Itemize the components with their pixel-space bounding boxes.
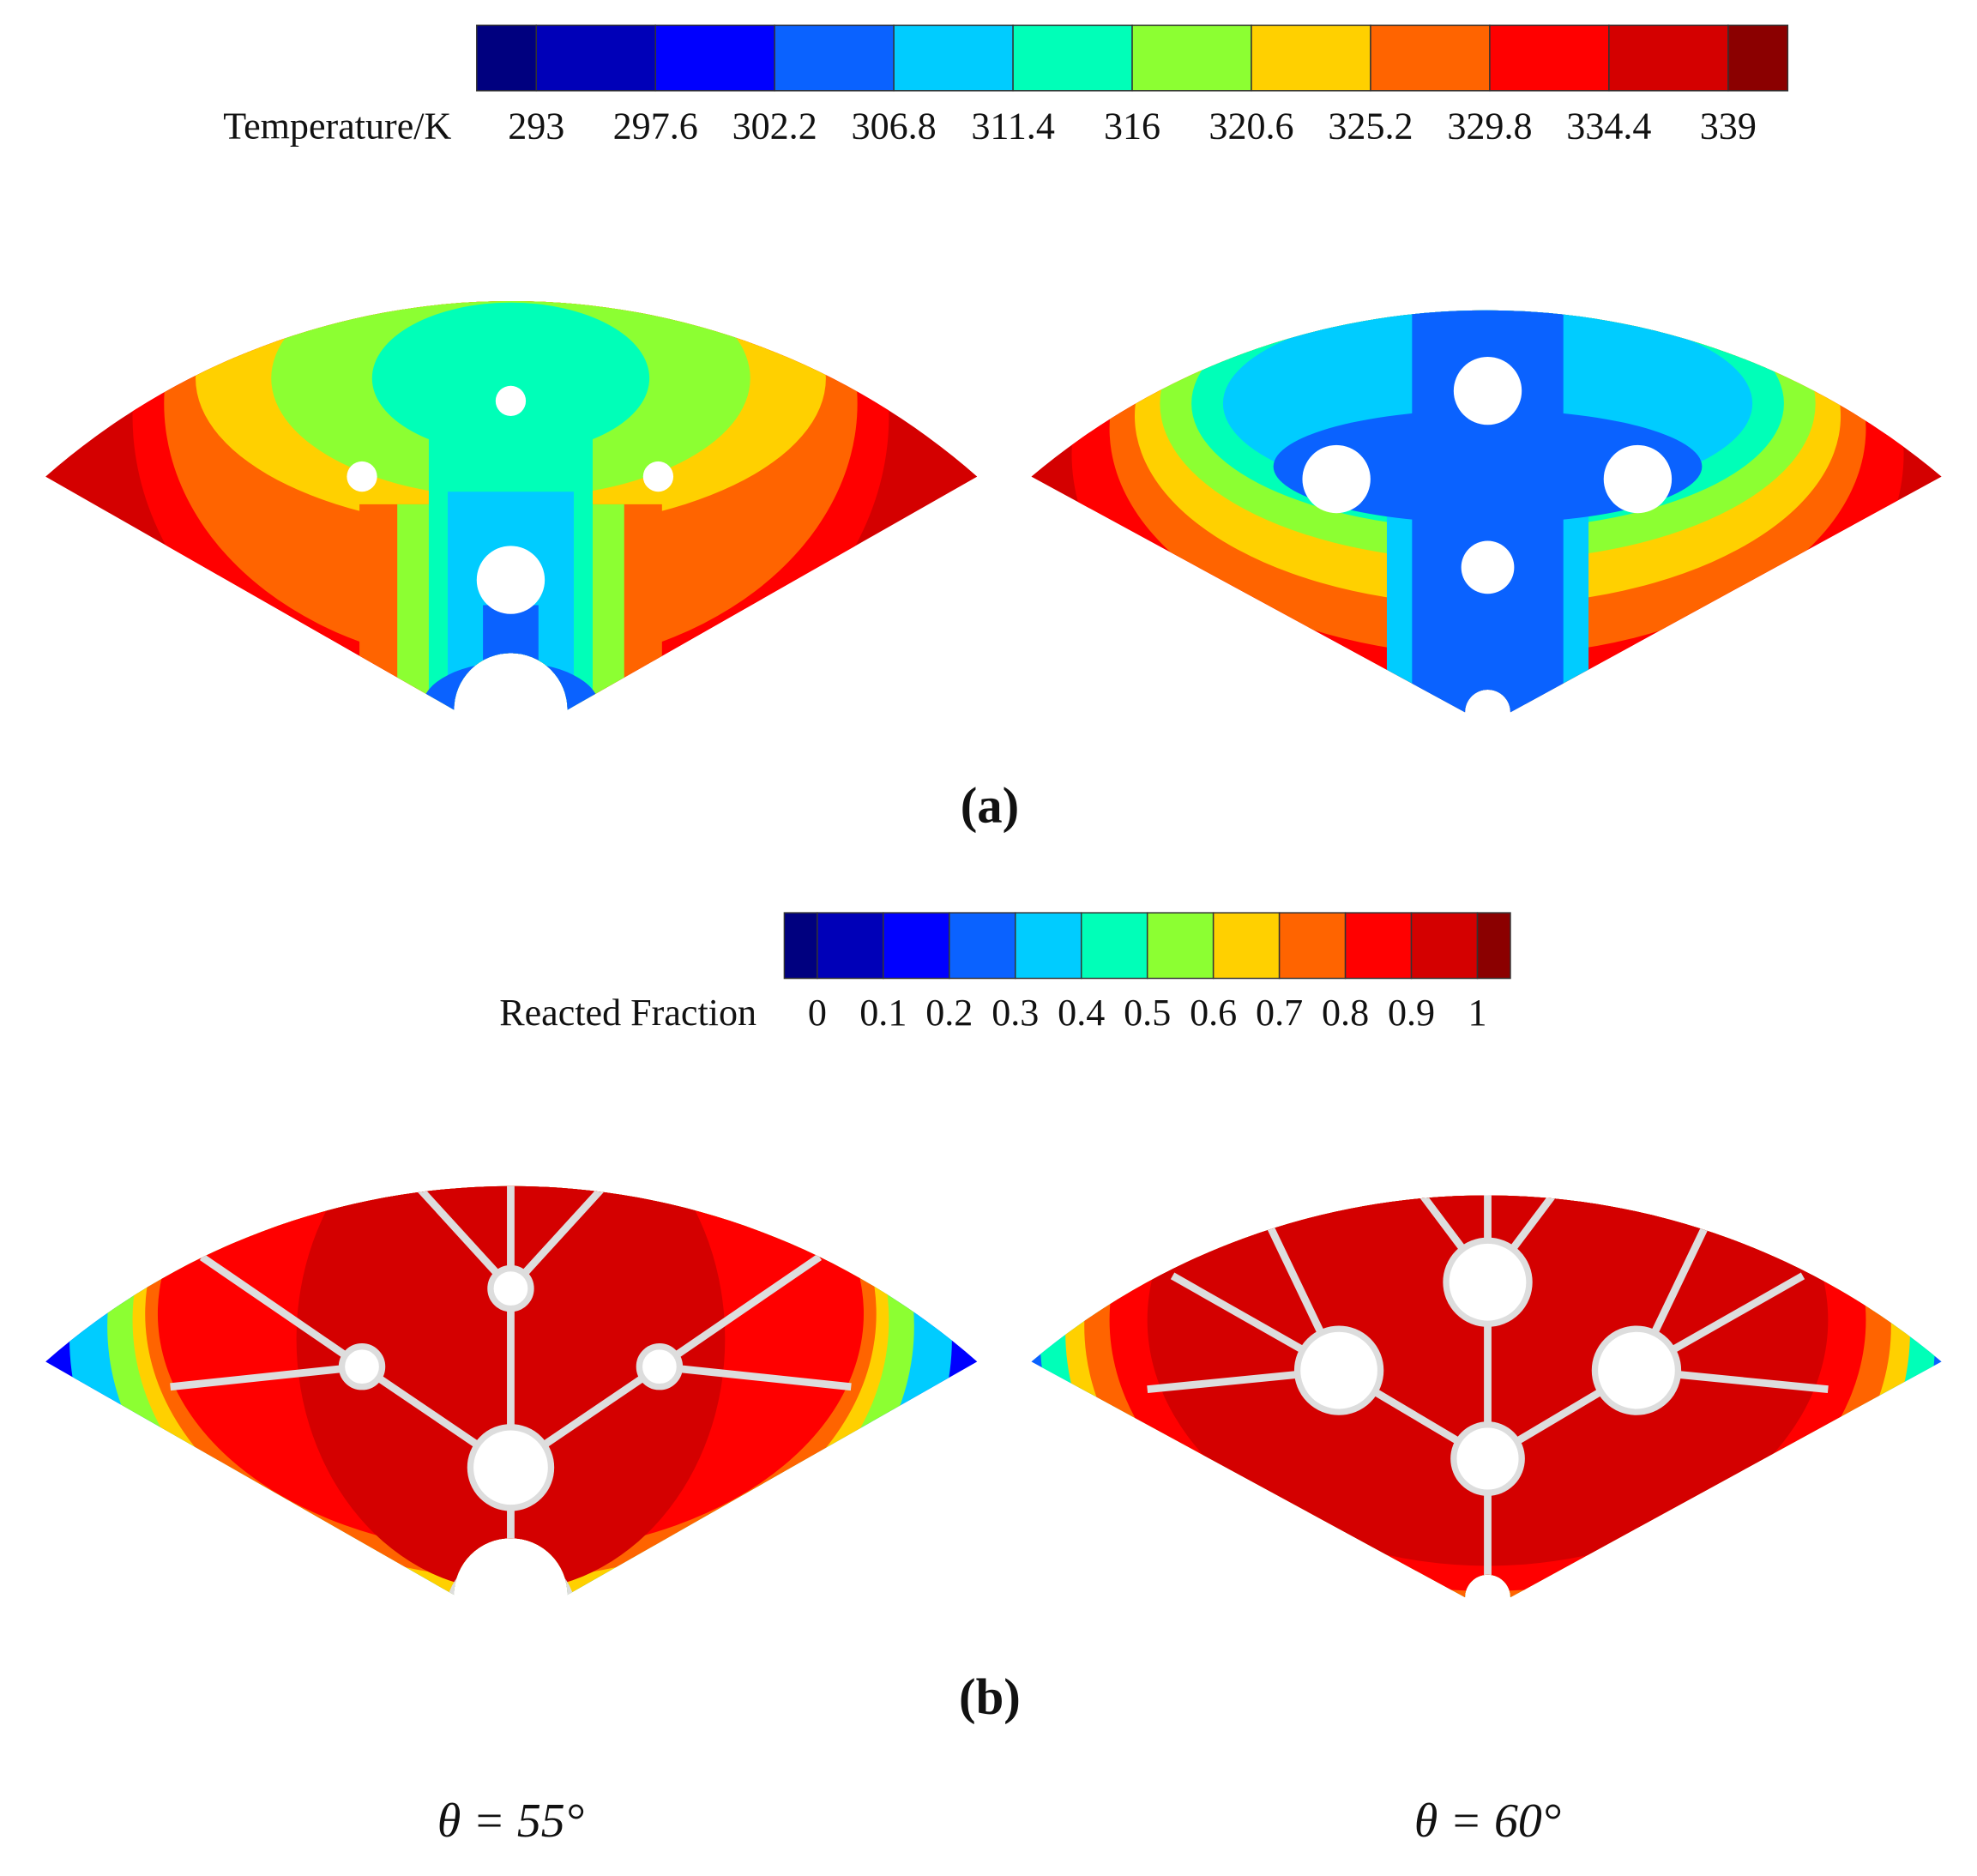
colorbar-swatch: [1410, 912, 1479, 980]
colorbar-swatch: [1251, 24, 1371, 92]
colorbar-swatch: [1727, 24, 1789, 92]
colorbar-swatch: [1012, 24, 1133, 92]
colorbar-tick-label: 306.8: [852, 106, 937, 148]
panel-label: (b): [959, 1669, 1021, 1725]
colorbar-title: Temperature/K: [223, 106, 451, 148]
colorbar-swatch: [1131, 24, 1252, 92]
colorbar-swatch: [783, 912, 818, 980]
column-label: θ = 60°: [1414, 1795, 1561, 1848]
colorbar-swatch: [817, 912, 884, 980]
colorbar-tick-label: 329.8: [1447, 106, 1532, 148]
colorbar-tick-label: 0.2: [925, 992, 973, 1034]
colorbar-title: Reacted Fraction: [499, 992, 756, 1034]
colorbar-tick-label: 316: [1104, 106, 1160, 148]
colorbar-swatch: [476, 24, 537, 92]
temperature-map-60: [1031, 310, 1942, 713]
colorbar-swatch: [654, 24, 775, 92]
panel-label: (a): [961, 778, 1020, 834]
colorbar-swatch: [949, 912, 1016, 980]
colorbar-swatch: [1344, 912, 1413, 980]
colorbar-swatch: [1608, 24, 1729, 92]
colorbar-tick-label: 325.2: [1328, 106, 1413, 148]
colorbar-tick-label: 0.8: [1322, 992, 1369, 1034]
colorbar-tick-label: 293: [508, 106, 564, 148]
colorbar-swatch: [1015, 912, 1082, 980]
colorbar-tick-label: 302.2: [732, 106, 817, 148]
colorbar-swatch: [1489, 24, 1610, 92]
colorbar-tick-label: 297.6: [613, 106, 698, 148]
colorbar-tick-label: 0.6: [1190, 992, 1237, 1034]
colorbar-tick-label: 320.6: [1209, 106, 1293, 148]
colorbar-tick-label: 0.3: [992, 992, 1039, 1034]
colorbar-swatch: [1278, 912, 1347, 980]
colorbar-swatch: [1212, 912, 1281, 980]
colorbar-tick-label: 1: [1468, 992, 1486, 1034]
colorbar-swatch: [883, 912, 950, 980]
colorbar-tick-label: 334.4: [1566, 106, 1651, 148]
column-label: θ = 55°: [437, 1795, 584, 1848]
colorbar-tick-label: 0: [808, 992, 827, 1034]
temperature-map-55: [45, 300, 978, 710]
colorbar-swatch: [1080, 912, 1148, 980]
reacted-fraction-map-60: [1031, 1195, 1942, 1598]
colorbar-swatch: [893, 24, 1014, 92]
colorbar-tick-label: 0.1: [859, 992, 907, 1034]
colorbar-swatch: [1370, 24, 1491, 92]
colorbar-tick-label: 0.5: [1124, 992, 1171, 1034]
colorbar-swatch: [1476, 912, 1511, 980]
colorbar-tick-label: 0.9: [1388, 992, 1435, 1034]
colorbar-tick-label: 311.4: [971, 106, 1055, 148]
colorbar-swatch: [1146, 912, 1215, 980]
colorbar-tick-label: 0.4: [1058, 992, 1105, 1034]
colorbar-tick-label: 0.7: [1256, 992, 1303, 1034]
colorbar-tick-label: 339: [1700, 106, 1757, 148]
reacted-fraction-map-55: [45, 1185, 978, 1596]
colorbar-swatch: [535, 24, 656, 92]
colorbar-swatch: [774, 24, 895, 92]
